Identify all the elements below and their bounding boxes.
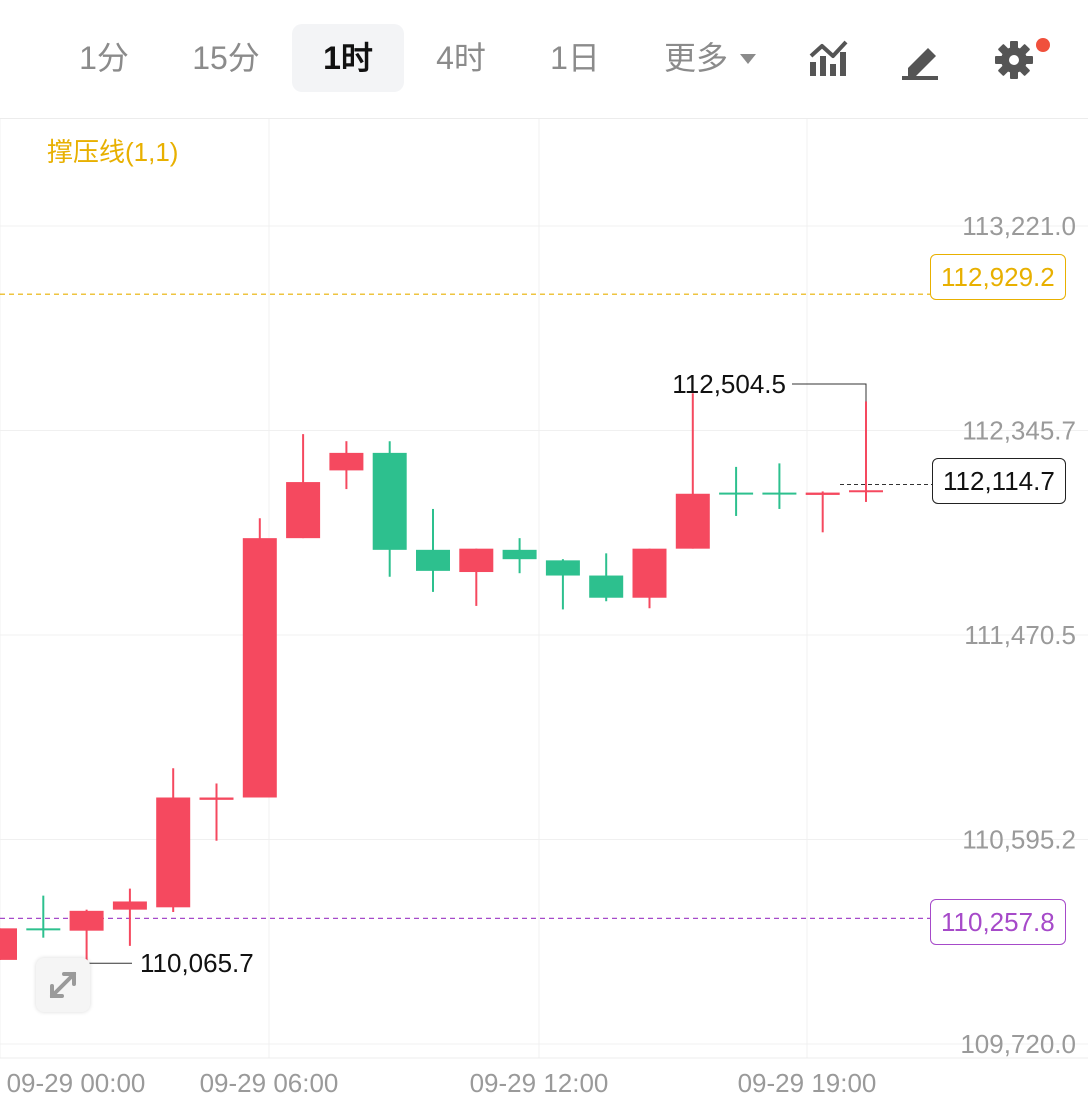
chart-grid <box>0 119 1088 1059</box>
x-axis: 09-29 00:00 09-29 06:00 09-29 12:00 09-29 1… <box>7 1068 877 1098</box>
candle-body <box>632 548 667 598</box>
candle <box>805 491 840 533</box>
timeframe-15m[interactable]: 15分 <box>192 40 260 76</box>
candle <box>849 401 883 502</box>
candle-body <box>545 560 580 576</box>
max-price-marker: 112,504.5 <box>672 369 786 399</box>
candle-body <box>849 490 883 493</box>
price-markers: 112,504.5 110,065.7 <box>86 369 867 978</box>
candle-body <box>286 482 321 539</box>
candle-body <box>589 575 624 598</box>
y-tick-label: 113,221.0 <box>962 211 1076 241</box>
more-label: 更多 <box>663 40 728 76</box>
candles <box>0 393 883 964</box>
candle-body <box>242 538 277 798</box>
x-tick-label: 09-29 19:00 <box>738 1068 877 1098</box>
candle-body <box>0 928 17 960</box>
candle <box>26 895 61 938</box>
x-tick-label: 09-29 06:00 <box>200 1068 339 1098</box>
expand-arrows-icon <box>50 972 76 998</box>
candle <box>632 548 667 609</box>
gear-icon[interactable] <box>992 38 1036 82</box>
candle-body <box>26 928 61 931</box>
candle <box>372 441 407 577</box>
candle <box>762 463 797 509</box>
indicator-label[interactable]: 撑压线(1,1) <box>47 137 179 167</box>
y-tick-label: 111,470.5 <box>964 620 1076 650</box>
candle-body <box>675 493 710 549</box>
candle <box>242 518 277 798</box>
caret-down-icon <box>740 53 756 64</box>
timeframe-1m[interactable]: 1分 <box>79 40 129 76</box>
y-axis: 113,221.0 112,345.7 111,470.5 110,595.2 109,… <box>960 211 1076 1059</box>
candle <box>69 909 104 964</box>
resistance-price-label: 112,929.2 <box>930 254 1066 300</box>
candle <box>589 553 624 602</box>
candle <box>502 538 537 574</box>
candle <box>675 393 710 549</box>
candle-body <box>762 492 797 495</box>
y-tick-label: 112,345.7 <box>962 416 1076 446</box>
candle <box>329 441 364 490</box>
max-marker-line <box>792 383 867 402</box>
x-tick-label: 09-29 12:00 <box>470 1068 609 1098</box>
y-tick-label: 109,720.0 <box>960 1029 1076 1059</box>
candle <box>459 548 494 606</box>
expand-button[interactable] <box>36 958 90 1012</box>
candle-body <box>156 797 191 908</box>
notification-dot <box>1036 38 1050 52</box>
candle-body <box>805 492 840 495</box>
candle <box>0 928 17 960</box>
current-price-label: 112,114.7 <box>932 458 1066 504</box>
timeframe-1h[interactable]: 1时 <box>292 24 404 92</box>
timeframe-4h[interactable]: 4时 <box>436 40 486 76</box>
candle <box>199 783 234 841</box>
reference-lines <box>0 293 932 919</box>
candle-body <box>416 549 450 571</box>
candle-body <box>112 901 147 910</box>
min-price-marker: 110,065.7 <box>140 948 254 978</box>
candle <box>112 888 147 946</box>
support-price-label: 110,257.8 <box>930 899 1066 945</box>
chart-indicator-icon[interactable] <box>806 38 850 82</box>
candle-body <box>199 797 234 800</box>
x-tick-label: 09-29 00:00 <box>7 1068 146 1098</box>
candle <box>416 508 450 592</box>
candle-body <box>502 549 537 560</box>
candle <box>719 466 754 516</box>
candle-body <box>329 452 364 471</box>
timeframe-1d[interactable]: 1日 <box>550 40 600 76</box>
candle <box>545 559 580 610</box>
timeframe-toolbar: 1分 15分 1时 4时 1日 更多 <box>0 0 1088 119</box>
candle-body <box>372 452 407 550</box>
y-tick-label: 110,595.2 <box>962 825 1076 855</box>
candle <box>286 434 321 539</box>
candle-body <box>719 492 754 495</box>
pencil-icon[interactable] <box>898 38 942 82</box>
more-timeframes-dropdown[interactable]: 更多 <box>650 24 770 92</box>
candle-body <box>459 548 494 573</box>
candle <box>156 768 191 912</box>
candle-body <box>69 910 104 931</box>
